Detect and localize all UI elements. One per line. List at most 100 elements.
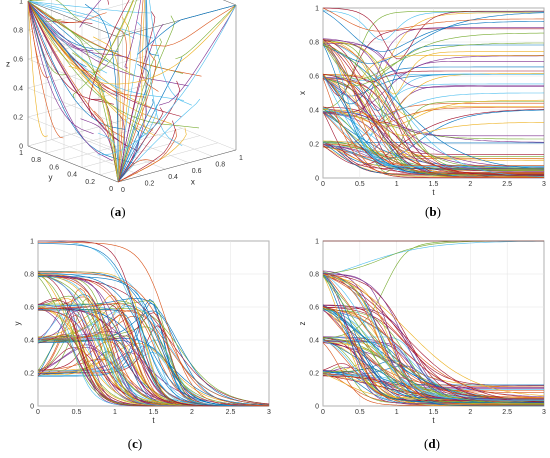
trajectory-line bbox=[322, 274, 545, 399]
caption-a: (a) bbox=[110, 204, 126, 219]
gridline-side-z bbox=[27, 29, 119, 67]
trajectory-line bbox=[322, 44, 544, 169]
y-tick-label: 0.4 bbox=[24, 338, 34, 345]
y-tick-label: 0.2 bbox=[85, 179, 95, 186]
x-axis-label: t bbox=[432, 188, 435, 197]
trajectory-3d bbox=[117, 52, 156, 182]
trajectory-3d bbox=[117, 125, 140, 183]
trajectory-3d bbox=[93, 0, 137, 73]
chart-c-y-vs-t: 0 0.5 1 1.5 2 2.5 3 0 0.2 0.4 0.6 0.8 1 t y bbox=[13, 239, 271, 426]
gridline-floor-y bbox=[81, 135, 201, 168]
trajectory-line bbox=[322, 27, 544, 117]
x-tick-label: 0.5 bbox=[355, 409, 365, 416]
z-tick-label: 0.8 bbox=[13, 28, 23, 35]
trajectory-3d bbox=[175, 4, 237, 60]
x-tick-label: 3 bbox=[542, 409, 546, 416]
trajectory-line bbox=[322, 44, 544, 112]
y-axis-label: y bbox=[13, 322, 22, 326]
trajectory-line bbox=[322, 10, 545, 52]
trajectory-line bbox=[37, 271, 270, 406]
trajectory-line bbox=[322, 77, 544, 124]
gridline-floor-x bbox=[98, 126, 189, 164]
y-tick-label: 0.8 bbox=[31, 157, 41, 164]
trajectory-3d bbox=[150, 4, 237, 47]
x-axis-label: t bbox=[152, 416, 155, 425]
x-tick-label: 0.2 bbox=[145, 181, 155, 188]
trajectory-line bbox=[322, 370, 544, 389]
trajectory-line bbox=[322, 101, 544, 173]
box-edge bbox=[117, 149, 237, 183]
x-tick-label: 0.6 bbox=[192, 168, 202, 175]
y-tick-label: 0.8 bbox=[309, 40, 319, 47]
x-tick-label: 1.5 bbox=[429, 181, 439, 188]
trajectory-3d bbox=[97, 4, 237, 156]
x-tick-label: 0 bbox=[121, 187, 125, 194]
trajectory-line bbox=[322, 43, 544, 174]
trajectory-line bbox=[322, 10, 544, 41]
trajectory-line bbox=[323, 41, 544, 95]
trajectory-3d bbox=[27, 1, 94, 135]
panel-d: 0 0.5 1 1.5 2 2.5 3 0 0.2 0.4 0.6 0.8 1 t z bbox=[285, 233, 550, 428]
trajectory-line bbox=[323, 74, 544, 117]
trajectory-3d bbox=[149, 0, 192, 106]
y-tick-label: 0 bbox=[109, 186, 113, 193]
x-tick-label: 2 bbox=[468, 409, 472, 416]
trajectory-3d bbox=[28, 0, 150, 14]
trajectory-line bbox=[322, 77, 544, 168]
trajectory-line bbox=[322, 39, 544, 168]
y-tick-label: 0.2 bbox=[309, 371, 319, 378]
x-tick-label: 2.5 bbox=[502, 181, 512, 188]
gridline-floor-y bbox=[63, 128, 183, 161]
z-tick-label: 0 bbox=[19, 144, 23, 151]
trajectory-line bbox=[322, 74, 544, 178]
panel-b: 0 0.5 1 1.5 2 2.5 3 0 0.2 0.4 0.6 0.8 1 t x bbox=[285, 0, 550, 200]
x-tick-label: 0.5 bbox=[355, 181, 365, 188]
trajectory-3d bbox=[27, 0, 137, 77]
trajectory-line bbox=[322, 276, 545, 404]
trajectory-3d bbox=[27, 1, 48, 137]
x-tick-label: 0.8 bbox=[215, 161, 225, 168]
x-tick-label: 2 bbox=[190, 409, 194, 416]
x-tick-label: 2 bbox=[468, 181, 472, 188]
trajectory-line bbox=[322, 44, 544, 166]
panel-a: 0 0.2 0.4 0.6 0.8 1 0 0.2 0.4 0.6 0.8 1 0 0.2 0.4 0.6 0.… bbox=[0, 0, 275, 200]
x-tick-label: 0 bbox=[321, 181, 325, 188]
y-tick-label: 1 bbox=[315, 239, 319, 246]
x-tick-label: 2.5 bbox=[226, 409, 236, 416]
trajectory-line bbox=[38, 298, 270, 405]
caption-b: (b) bbox=[425, 204, 441, 219]
x-tick-label: 1 bbox=[395, 181, 399, 188]
trajectory-line bbox=[322, 337, 544, 406]
y-tick-label: 0.4 bbox=[309, 338, 319, 345]
y-tick-label: 0.8 bbox=[24, 272, 34, 279]
trajectory-3d bbox=[97, 132, 119, 182]
x-tick-label: 0 bbox=[36, 409, 40, 416]
y-tick-label: 0.6 bbox=[309, 74, 319, 81]
trajectory-line bbox=[322, 12, 545, 64]
trajectory-line bbox=[322, 42, 544, 80]
x-tick-label: 3 bbox=[542, 181, 546, 188]
x-tick-label: 3 bbox=[267, 409, 271, 416]
trajectory-3d bbox=[117, 128, 177, 183]
y-tick-label: 0.6 bbox=[49, 164, 59, 171]
trajectory-3d bbox=[139, 0, 159, 92]
trajectory-line bbox=[37, 243, 269, 407]
trajectory-line bbox=[38, 337, 270, 406]
trajectory-3d bbox=[141, 0, 156, 137]
trajectory-3d bbox=[27, 0, 189, 87]
x-tick-label: 2.5 bbox=[502, 409, 512, 416]
trajectory-line bbox=[322, 43, 544, 170]
y-tick-label: 1 bbox=[30, 239, 34, 246]
y-tick-label: 0.8 bbox=[309, 272, 319, 279]
chart-b-x-vs-t: 0 0.5 1 1.5 2 2.5 3 0 0.2 0.4 0.6 0.8 1 t x bbox=[298, 6, 546, 198]
x-tick-label: 1 bbox=[113, 409, 117, 416]
y-tick-label: 0.6 bbox=[24, 305, 34, 312]
trajectory-3d bbox=[117, 16, 131, 182]
trajectory-line bbox=[322, 55, 544, 113]
trajectory-line bbox=[38, 242, 269, 407]
trajectory-3d bbox=[124, 0, 141, 69]
trajectory-group bbox=[27, 0, 237, 183]
series-group bbox=[322, 240, 545, 407]
trajectory-line bbox=[322, 38, 544, 176]
series-group bbox=[37, 240, 270, 407]
